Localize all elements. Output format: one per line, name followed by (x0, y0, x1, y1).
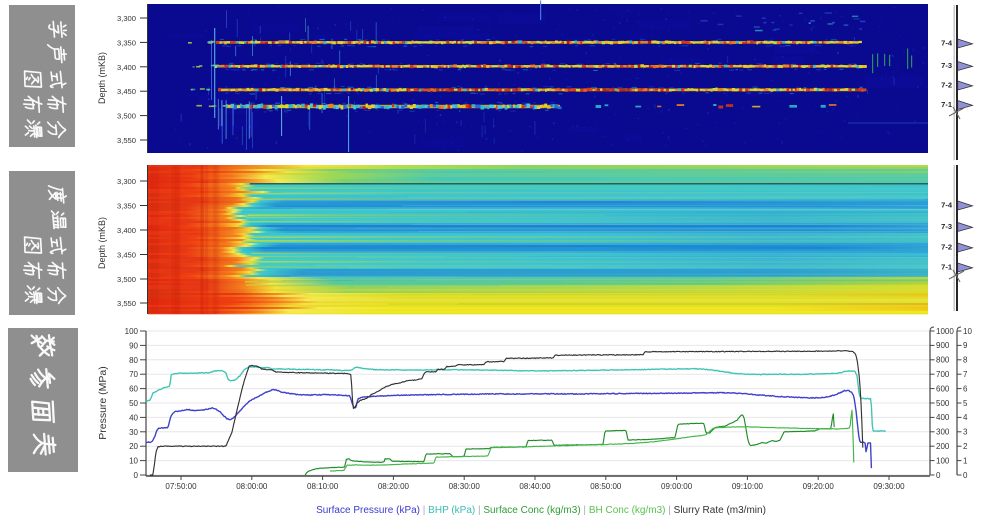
svg-text:Pressure (MPa): Pressure (MPa) (97, 366, 109, 440)
svg-text:900: 900 (936, 341, 950, 350)
svg-text:09:00:00: 09:00:00 (661, 482, 693, 491)
svg-text:2: 2 (963, 442, 968, 451)
svg-text:3,300: 3,300 (117, 14, 136, 23)
svg-text:0: 0 (134, 471, 139, 480)
svg-text:100: 100 (125, 327, 139, 336)
svg-text:1000: 1000 (936, 327, 954, 336)
svg-text:08:10:00: 08:10:00 (307, 482, 339, 491)
svg-text:40: 40 (129, 413, 138, 422)
svg-text:60: 60 (129, 385, 138, 394)
svg-text:09:20:00: 09:20:00 (803, 482, 835, 491)
svg-text:3,550: 3,550 (117, 136, 136, 145)
svg-text:20: 20 (129, 442, 138, 451)
svg-text:800: 800 (936, 356, 950, 365)
svg-text:Surface Pressure (kPa) | BHP (: Surface Pressure (kPa) | BHP (kPa) | Sur… (316, 505, 766, 516)
svg-text:3,500: 3,500 (117, 275, 136, 284)
svg-text:10: 10 (963, 327, 972, 336)
svg-text:08:30:00: 08:30:00 (449, 482, 481, 491)
svg-text:3: 3 (963, 428, 968, 437)
svg-text:7-1: 7-1 (941, 100, 952, 109)
svg-text:300: 300 (936, 428, 950, 437)
svg-text:50: 50 (129, 399, 138, 408)
svg-text:8: 8 (963, 356, 968, 365)
svg-text:700: 700 (936, 370, 950, 379)
svg-text:07:50:00: 07:50:00 (165, 482, 197, 491)
svg-text:7-4: 7-4 (941, 201, 953, 210)
svg-text:7-1: 7-1 (941, 263, 952, 272)
svg-text:0: 0 (963, 471, 968, 480)
svg-text:3,300: 3,300 (117, 177, 136, 186)
svg-text:200: 200 (936, 442, 950, 451)
svg-text:7-3: 7-3 (941, 222, 952, 231)
svg-text:400: 400 (936, 413, 950, 422)
svg-text:09:30:00: 09:30:00 (873, 482, 905, 491)
svg-text:Depth (mKB): Depth (mKB) (97, 217, 107, 269)
svg-text:08:00:00: 08:00:00 (236, 482, 268, 491)
svg-text:3,450: 3,450 (117, 87, 136, 96)
svg-text:0: 0 (936, 471, 941, 480)
svg-text:7: 7 (963, 370, 968, 379)
svg-text:08:50:00: 08:50:00 (590, 482, 622, 491)
svg-text:9: 9 (963, 341, 968, 350)
svg-text:08:20:00: 08:20:00 (378, 482, 410, 491)
svg-text:1: 1 (963, 456, 968, 465)
svg-text:3,450: 3,450 (117, 251, 136, 260)
svg-text:70: 70 (129, 370, 138, 379)
svg-text:3,550: 3,550 (117, 299, 136, 308)
svg-text:600: 600 (936, 384, 950, 393)
svg-text:30: 30 (129, 428, 138, 437)
svg-text:3,400: 3,400 (117, 63, 136, 72)
svg-text:7-2: 7-2 (941, 81, 952, 90)
svg-text:3,500: 3,500 (117, 112, 136, 121)
svg-text:10: 10 (129, 457, 138, 466)
svg-text:7-2: 7-2 (941, 243, 952, 252)
svg-text:Depth (mKB): Depth (mKB) (97, 52, 107, 104)
svg-text:7-4: 7-4 (941, 39, 953, 48)
svg-text:4: 4 (963, 413, 968, 422)
svg-text:3,350: 3,350 (117, 202, 136, 211)
svg-text:5: 5 (963, 399, 968, 408)
svg-text:3,400: 3,400 (117, 226, 136, 235)
svg-text:6: 6 (963, 384, 968, 393)
svg-text:7-3: 7-3 (941, 61, 952, 70)
svg-text:90: 90 (129, 341, 138, 350)
svg-text:08:40:00: 08:40:00 (519, 482, 551, 491)
svg-text:500: 500 (936, 399, 950, 408)
svg-text:09:10:00: 09:10:00 (732, 482, 764, 491)
svg-text:80: 80 (129, 356, 138, 365)
svg-text:100: 100 (936, 456, 950, 465)
svg-text:3,350: 3,350 (117, 38, 136, 47)
